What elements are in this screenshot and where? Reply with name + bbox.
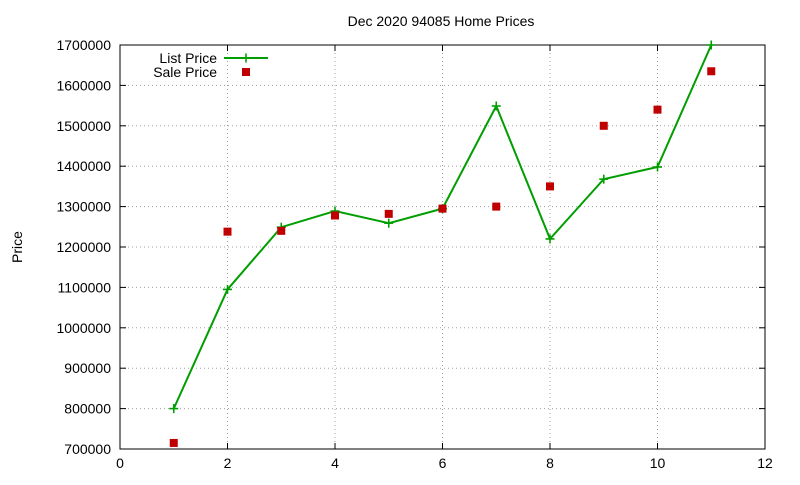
legend-marker	[242, 68, 250, 76]
legend-label: Sale Price	[153, 64, 217, 80]
data-point	[546, 182, 554, 191]
grid-layer	[120, 45, 765, 449]
y-tick-label: 1400000	[56, 158, 111, 174]
data-point	[545, 234, 555, 244]
series-sale-price	[169, 67, 716, 447]
x-tick-label: 6	[439, 455, 447, 471]
data-point	[491, 101, 501, 111]
x-tick-label: 2	[224, 455, 232, 471]
data-point	[384, 209, 393, 218]
y-tick-label: 700000	[64, 441, 111, 457]
data-point	[384, 218, 394, 228]
x-tick-label: 8	[546, 455, 554, 471]
y-axis-title: Price	[9, 231, 25, 263]
y-tick-label: 1600000	[56, 77, 111, 93]
y-tick-label: 1000000	[56, 320, 111, 336]
data-point	[707, 67, 716, 76]
y-tick-label: 1300000	[56, 199, 111, 215]
data-point	[277, 226, 286, 235]
data-point	[599, 121, 608, 130]
legend-label: List Price	[159, 50, 217, 66]
chart-title: Dec 2020 94085 Home Prices	[348, 13, 535, 29]
data-point	[706, 40, 716, 50]
x-tick-label: 4	[331, 455, 339, 471]
x-tick-label: 12	[757, 455, 773, 471]
data-point	[169, 438, 178, 447]
data-point	[223, 227, 232, 236]
x-tick-label: 0	[116, 455, 124, 471]
series-layer	[169, 40, 716, 447]
data-point	[223, 284, 232, 294]
series-line	[172, 44, 713, 410]
data-point	[492, 202, 501, 211]
y-tick-label: 1100000	[58, 279, 112, 295]
y-tick-label: 1700000	[56, 37, 111, 53]
y-tick-label: 1200000	[56, 239, 111, 255]
x-tick-label: 10	[650, 455, 666, 471]
y-tick-label: 800000	[64, 401, 111, 417]
tick-layer: 0 2 4 6 8 10 12 700000 800000 900000 1000000 110000…	[56, 37, 773, 471]
y-tick-label: 900000	[64, 360, 111, 376]
data-point	[169, 404, 179, 414]
data-point	[653, 162, 662, 172]
y-tick-label: 1500000	[56, 118, 111, 134]
data-point	[653, 105, 662, 114]
data-point	[331, 211, 339, 220]
data-point	[599, 174, 609, 184]
legend-marker	[241, 53, 251, 63]
data-point	[438, 204, 447, 213]
